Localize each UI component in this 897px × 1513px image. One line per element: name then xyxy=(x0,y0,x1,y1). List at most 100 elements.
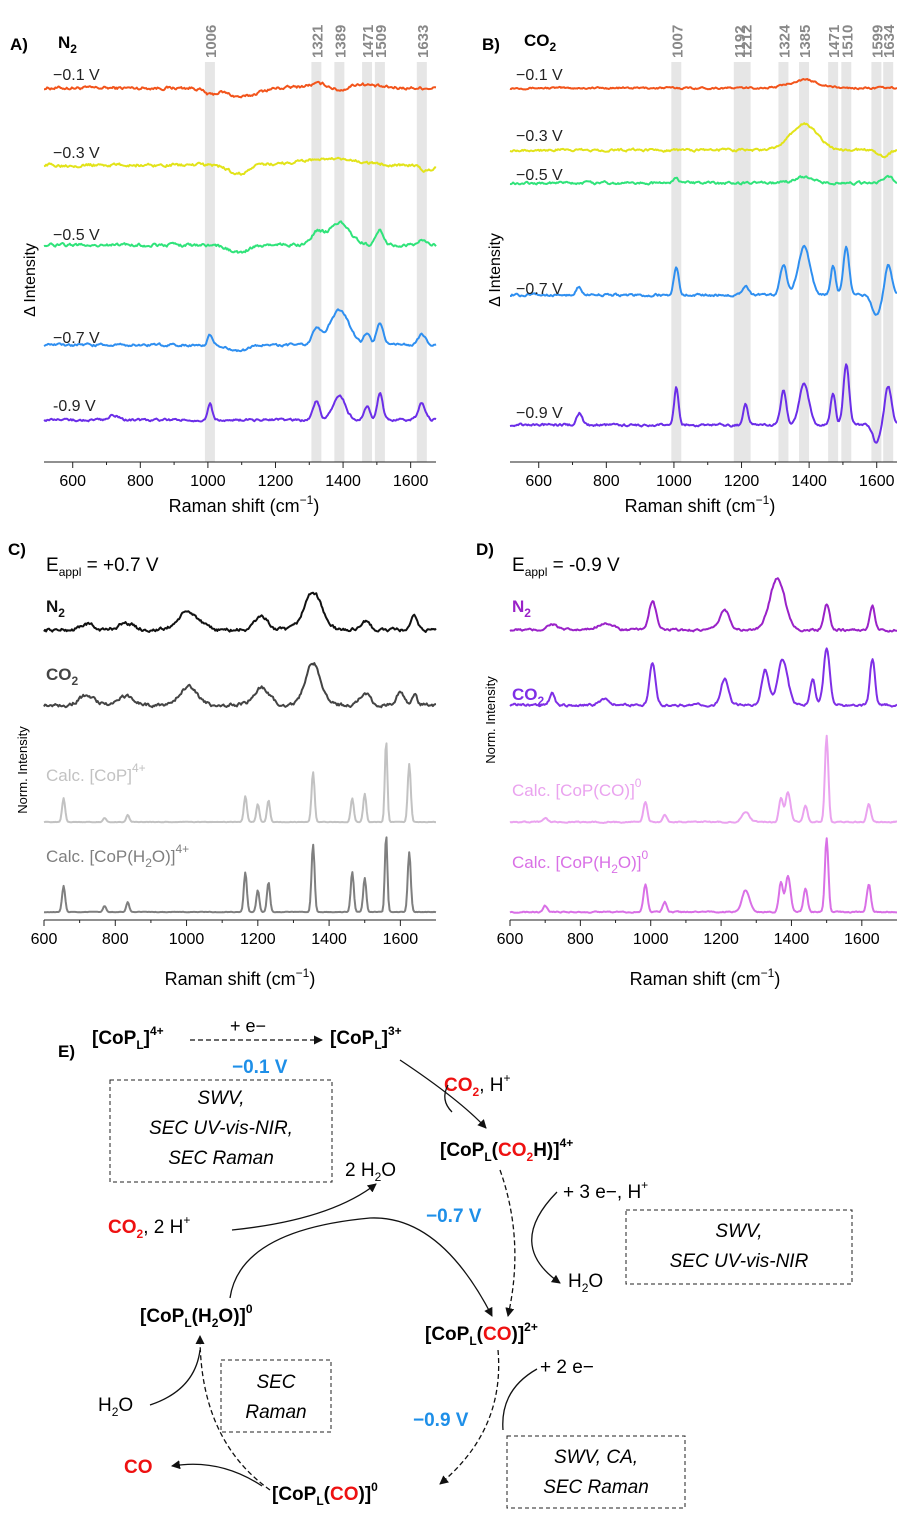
x-tick-label-d: 800 xyxy=(567,931,594,948)
trace-label: −0.1 V xyxy=(53,67,100,84)
spectrum-trace xyxy=(509,174,897,186)
ticks-b: 600 800 1000 1200 1400 1600 xyxy=(525,462,895,490)
arrow-co-to-h2o-complex xyxy=(195,1335,271,1491)
trace-label: Calc. [CoP]4+ xyxy=(46,761,146,785)
peak-label: 1599 xyxy=(869,25,886,58)
x-tick-label-a: 800 xyxy=(127,473,154,490)
arrow-electrons-in xyxy=(502,1368,538,1431)
x-tick-label-c: 1600 xyxy=(383,931,419,948)
y-axis-label-d: Norm. Intensity xyxy=(483,676,498,764)
species-copl-4plus: [CoPL]4+ xyxy=(92,1024,164,1052)
trace-label: −0.3 V xyxy=(53,145,100,162)
y-axis-label-c: Norm. Intensity xyxy=(15,726,30,814)
trace-label: −0.7 V xyxy=(516,281,563,298)
traces-c xyxy=(43,591,437,914)
peak-bands-b xyxy=(671,62,894,462)
x-tick-label-a: 1600 xyxy=(393,473,429,490)
trace-label: CO2 xyxy=(46,665,79,688)
eappl-label-c: Eappl = +0.7 V xyxy=(46,555,159,579)
trace-label: −0.9 V xyxy=(516,405,563,422)
spectrum-trace xyxy=(43,662,437,709)
trace-label: −0.1 V xyxy=(516,67,563,84)
peak-label: 1006 xyxy=(203,25,220,58)
method-box-1-line-3: SEC Raman xyxy=(168,1148,274,1169)
x-tick-label-c: 600 xyxy=(31,931,58,948)
species-copl-3plus: [CoPL]3+ xyxy=(330,1024,402,1052)
reagent-two-electrons: + 2 e− xyxy=(540,1357,594,1378)
trace-label: −0.5 V xyxy=(53,227,100,244)
method-box-4 xyxy=(506,1435,686,1509)
spectrum-trace xyxy=(43,308,437,353)
reagent-co2-h: CO2, H+ xyxy=(444,1071,510,1099)
potential-minus-0-9: −0.9 V xyxy=(413,1410,469,1431)
panel-c: 600 800 1000 1200 1400 1600 C) Eappl = +0.7 V… xyxy=(8,540,437,989)
panel-b: 600 800 1000 1200 1400 1600 B) CO2 Δ Intensit… xyxy=(482,24,897,516)
arrow-co2-in xyxy=(444,1084,453,1113)
x-tick-label-b: 1200 xyxy=(724,473,760,490)
x-tick-label-c: 1000 xyxy=(169,931,205,948)
x-tick-label-c: 1200 xyxy=(240,931,276,948)
peak-band xyxy=(799,62,810,462)
peak-band xyxy=(416,62,427,462)
peak-label: 1471 xyxy=(826,25,843,58)
spectrum-trace xyxy=(43,742,436,824)
x-tick-label-b: 800 xyxy=(593,473,620,490)
trace-labels-d: N2 CO2 Calc. [CoP(CO)]0 Calc. [CoP(H2O)]0 xyxy=(512,597,648,876)
peak-label: 1007 xyxy=(669,25,686,58)
trace-label: -0.9 V xyxy=(53,398,96,415)
arrow-water-release-1 xyxy=(531,1191,561,1284)
gas-label-b: CO2 xyxy=(524,31,557,54)
method-box-1-line-2: SEC UV-vis-NIR, xyxy=(149,1118,293,1139)
panel-letter-e: E) xyxy=(58,1042,75,1061)
peak-band xyxy=(778,62,789,462)
spectrum-trace xyxy=(510,244,897,316)
peak-label: 1509 xyxy=(373,25,390,58)
arrow-co2-reentry xyxy=(229,1217,493,1317)
traces-b xyxy=(509,78,897,444)
spectrum-trace xyxy=(43,392,437,423)
trace-label: N2 xyxy=(512,597,531,620)
trace-label: Calc. [CoP(H2O)]4+ xyxy=(46,842,189,870)
peak-label: 1389 xyxy=(332,25,349,58)
peak-band xyxy=(740,62,751,462)
trace-labels-a: −0.1 V −0.3 V −0.5 V −0.7 V -0.9 V xyxy=(53,67,100,415)
trace-labels-c: N2 CO2 Calc. [CoP]4+ Calc. [CoP(H2O)]4+ xyxy=(46,597,189,870)
x-axis-label-d: Raman shift (cm−1) xyxy=(630,966,781,989)
spectrum-trace xyxy=(509,78,897,91)
reagent-three-electrons-h: + 3 e−, H+ xyxy=(563,1178,648,1203)
spectrum-trace xyxy=(43,836,437,914)
x-tick-label-b: 1400 xyxy=(791,473,827,490)
x-axis-label-a: Raman shift (cm−1) xyxy=(169,493,320,516)
peak-label: 1321 xyxy=(309,25,326,58)
reagent-h2o-in: H2O xyxy=(98,1395,133,1419)
panel-letter-c: C) xyxy=(8,540,26,559)
spectrum-trace xyxy=(509,837,897,914)
spectrum-trace xyxy=(509,363,897,444)
ticks-a: 600 800 1000 1200 1400 1600 xyxy=(59,462,429,490)
spectrum-trace xyxy=(509,647,897,708)
method-box-3-line-2: Raman xyxy=(245,1402,306,1423)
x-axis-label-b: Raman shift (cm−1) xyxy=(625,493,776,516)
x-tick-label-d: 1200 xyxy=(703,931,739,948)
peak-label: 1192 xyxy=(732,25,749,58)
spectrum-trace xyxy=(509,122,897,159)
potential-minus-0-1: −0.1 V xyxy=(232,1057,288,1078)
peak-band xyxy=(362,62,373,462)
peak-band xyxy=(334,62,345,462)
panel-letter-d: D) xyxy=(476,540,494,559)
peak-label: 1471 xyxy=(360,25,377,58)
ticks-c: 600 800 1000 1200 1400 1600 xyxy=(31,920,419,948)
peak-label: 1385 xyxy=(797,25,814,58)
panel-a: 600 800 1000 1200 1400 1600 A) N2 Δ Intensity… xyxy=(10,25,437,516)
method-box-2 xyxy=(625,1209,853,1285)
spectrum-trace xyxy=(44,80,437,99)
x-axis-label-c: Raman shift (cm−1) xyxy=(165,966,316,989)
method-box-4-line-2: SEC Raman xyxy=(543,1477,649,1498)
panel-letter-a: A) xyxy=(10,35,28,54)
trace-labels-b: −0.1 V −0.3 V −0.5 V −0.7 V −0.9 V xyxy=(516,67,563,422)
x-tick-label-d: 1000 xyxy=(633,931,669,948)
scheme-arrows xyxy=(149,1035,561,1491)
peak-label: 1212 xyxy=(739,25,756,58)
